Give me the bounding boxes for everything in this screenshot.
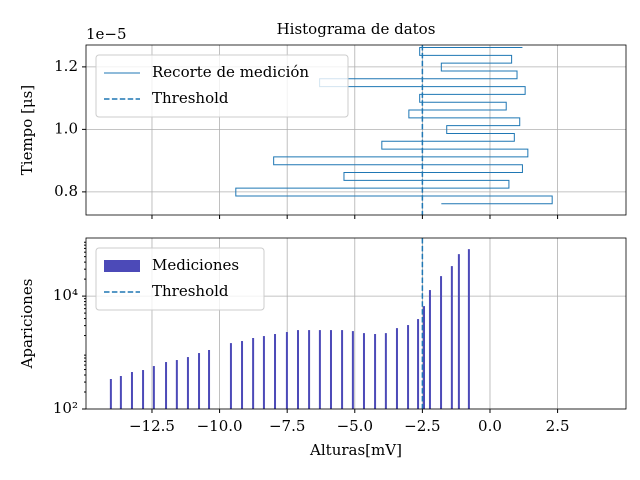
bar bbox=[198, 353, 201, 409]
x-tick-label: −12.5 bbox=[129, 417, 175, 435]
x-tick-label: 0.0 bbox=[478, 417, 502, 435]
axes-frame bbox=[85, 237, 627, 410]
x-axis-label: Alturas[mV] bbox=[309, 441, 402, 459]
legend-label: Threshold bbox=[152, 89, 229, 107]
bar bbox=[109, 378, 112, 409]
bar bbox=[423, 306, 426, 409]
legend-swatch bbox=[104, 260, 140, 272]
bar bbox=[351, 331, 354, 409]
bar bbox=[318, 330, 321, 409]
y-tick-label: 0.8 bbox=[54, 182, 78, 200]
line-series bbox=[235, 47, 553, 205]
plot-area bbox=[109, 249, 470, 409]
y-tick-label: 1.0 bbox=[54, 119, 78, 137]
y-tick-label: 10⁴ bbox=[53, 286, 78, 304]
y-offset-label: 1e−5 bbox=[86, 25, 127, 43]
bar bbox=[274, 334, 277, 409]
bar bbox=[229, 343, 232, 409]
bar bbox=[296, 330, 299, 409]
chart-title: Histograma de datos bbox=[277, 20, 436, 38]
y-axis-label: Tiempo [μs] bbox=[18, 85, 36, 175]
bar bbox=[208, 349, 211, 409]
bar bbox=[241, 341, 244, 409]
x-tick-label: −10.0 bbox=[197, 417, 243, 435]
bar bbox=[457, 254, 460, 409]
bar bbox=[384, 333, 387, 409]
y-tick-label: 1.2 bbox=[54, 57, 78, 75]
bar bbox=[130, 372, 133, 409]
bar bbox=[142, 370, 145, 409]
bar bbox=[362, 333, 365, 409]
bar bbox=[186, 357, 189, 409]
bar bbox=[252, 338, 255, 409]
bar bbox=[417, 319, 420, 409]
bar bbox=[308, 330, 311, 409]
bar bbox=[175, 360, 178, 409]
bar bbox=[262, 336, 265, 409]
bar bbox=[428, 290, 431, 409]
bar bbox=[329, 330, 332, 409]
bar bbox=[374, 334, 377, 409]
axes-frame bbox=[85, 44, 627, 216]
y-tick-label: 10² bbox=[53, 399, 78, 417]
x-tick-label: 2.5 bbox=[546, 417, 570, 435]
legend-label: Recorte de medición bbox=[152, 63, 309, 81]
bar bbox=[467, 249, 470, 409]
x-tick-label: −2.5 bbox=[404, 417, 440, 435]
bar bbox=[395, 328, 398, 409]
y-axis-label: Apariciones bbox=[18, 279, 36, 370]
bar bbox=[450, 266, 453, 409]
bar bbox=[152, 366, 155, 409]
bar bbox=[440, 276, 443, 409]
legend-label: Threshold bbox=[152, 282, 229, 300]
x-tick-label: −5.0 bbox=[337, 417, 373, 435]
bar bbox=[341, 330, 344, 409]
plot-area bbox=[235, 47, 553, 205]
bar bbox=[119, 376, 122, 409]
bar bbox=[165, 362, 168, 409]
bar bbox=[407, 325, 410, 409]
legend-label: Mediciones bbox=[152, 256, 239, 274]
legend-box bbox=[95, 54, 349, 118]
x-tick-label: −7.5 bbox=[269, 417, 305, 435]
bar bbox=[285, 332, 288, 409]
